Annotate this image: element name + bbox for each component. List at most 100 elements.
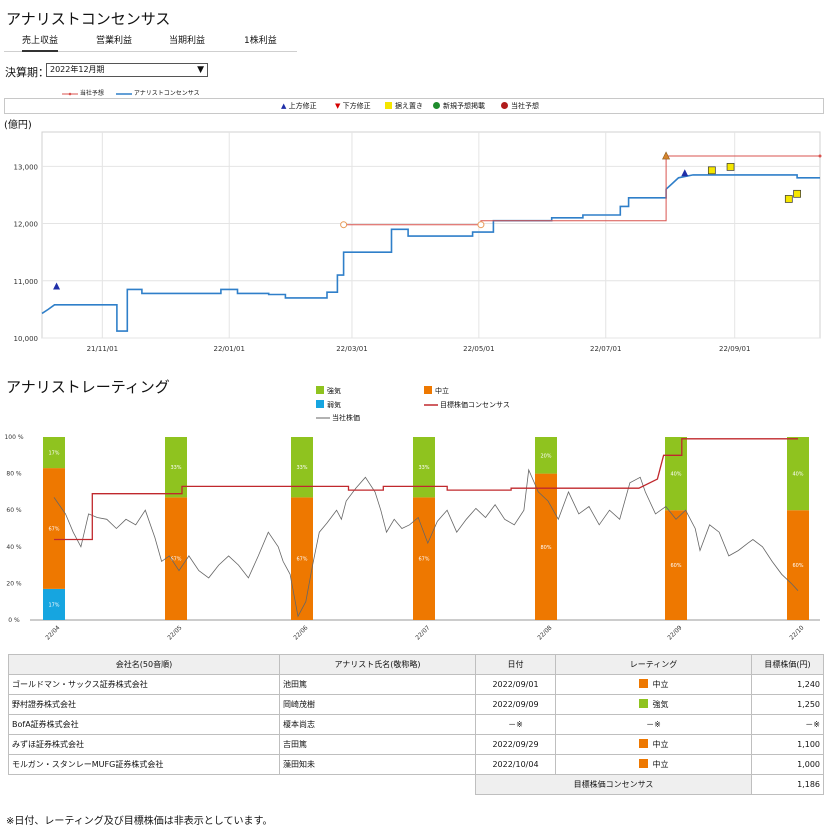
- unchanged-marker: [707, 166, 716, 175]
- analyst-cell: 榎本尚志: [279, 714, 476, 735]
- company-forecast-marker: [340, 221, 348, 229]
- consensus-chart: 21/11/01 22/01/01 22/03/01 22/05/01 22/07/01…: [14, 131, 822, 353]
- col-rating: レーティング: [555, 654, 752, 675]
- rating-swatch-icon: [638, 759, 648, 768]
- neutral-bar-segment: [291, 497, 313, 620]
- consensus-value: 1,186: [751, 774, 824, 795]
- company-cell: BofA証券株式会社: [8, 714, 280, 735]
- fiscal-period-select[interactable]: 2022年12月期 ▼: [46, 63, 208, 77]
- date-cell: 2022/09/29: [475, 734, 556, 755]
- strong-bar-segment: [291, 437, 313, 498]
- company-forecast-marker: [477, 221, 485, 229]
- unchanged-marker: [726, 163, 735, 171]
- table-row: モルガン・スタンレーMUFG証券株式会社 藻田知未 2022/10/04 中立 1,00…: [8, 754, 824, 775]
- x-tick-label: 22/06: [292, 624, 309, 641]
- y-tick-label: 20 %: [6, 580, 22, 587]
- bar-data-label: 33%: [418, 465, 429, 471]
- company-forecast-marker: [662, 151, 671, 160]
- rating-swatch-icon: [638, 739, 648, 748]
- date-cell: －※: [475, 714, 556, 735]
- footnote: ※日付、レーティング及び目標株価は非表示としています。: [6, 816, 273, 827]
- y-tick-label: 11,000: [14, 278, 39, 286]
- bar-data-label: 67%: [418, 557, 429, 563]
- tab-eps[interactable]: 1株利益: [244, 36, 277, 46]
- x-tick-label: 22/09/01: [719, 345, 750, 353]
- table-row: ゴールドマン・サックス証券株式会社 池田篤 2022/09/01 中立 1,240: [8, 674, 824, 695]
- x-tick-label: 22/09: [666, 624, 683, 641]
- y-tick-label: 0 %: [8, 617, 20, 624]
- upward-revision-marker: [681, 169, 689, 177]
- date-cell: 2022/10/04: [475, 754, 556, 775]
- rating-cell: 強気: [555, 694, 752, 715]
- bar-data-label: 60%: [792, 563, 803, 569]
- legend-neutral: 中立: [424, 386, 449, 396]
- tab-operating-profit[interactable]: 営業利益: [96, 36, 133, 46]
- y-tick-label: 80 %: [6, 471, 22, 478]
- y-axis-unit: (億円): [4, 120, 32, 131]
- target-price-consensus-line: [54, 438, 798, 541]
- target-price-cell: 1,000: [751, 754, 824, 775]
- rating-chart: 0 % 20 % 40 % 60 % 80 % 100 % 17% 67% 17% 22/04 67…: [4, 434, 820, 642]
- unchanged-marker: [793, 189, 801, 198]
- legend-target-consensus: 目標株価コンセンサス: [424, 400, 510, 410]
- bar-data-label: 17%: [48, 451, 59, 457]
- company-cell: ゴールドマン・サックス証券株式会社: [8, 674, 280, 695]
- date-cell: 2022/09/09: [475, 694, 556, 715]
- analyst-cell: 吉田篤: [279, 734, 476, 755]
- y-tick-label: 10,000: [14, 335, 39, 343]
- tab-net-profit[interactable]: 当期利益: [169, 36, 206, 46]
- triangle-down-icon: ▼: [335, 102, 341, 110]
- bar-data-label: 67%: [48, 527, 59, 533]
- fiscal-period-label: 決算期：: [5, 66, 49, 79]
- forecast-end-point: [818, 154, 822, 158]
- neutral-bar-segment: [43, 468, 65, 589]
- weak-bar-segment: [43, 588, 65, 620]
- bar-data-label: 67%: [296, 557, 307, 563]
- x-tick-label: 22/03/01: [336, 345, 367, 353]
- rating-cell: 中立: [555, 674, 752, 695]
- analyst-table: 会社名(50音順) アナリスト氏名(敬称略) 日付 レーティング 目標株価(円)…: [8, 654, 824, 795]
- table-row: BofA証券株式会社 榎本尚志 －※ －※ －※: [8, 714, 824, 735]
- x-tick-label: 22/04: [44, 624, 61, 641]
- fiscal-period-value: 2022年12月期: [50, 65, 105, 74]
- stock-price-line: [53, 468, 799, 618]
- marker-legend: ▲ 上方修正 ▼ 下方修正 据え置き 新規予想掲載 当社予想: [4, 98, 824, 114]
- strong-bar-segment: [43, 437, 65, 469]
- page-title: アナリストコンセンサス: [6, 10, 171, 28]
- x-tick-label: 22/08: [536, 624, 553, 641]
- rating-text: 中立: [652, 760, 669, 769]
- x-tick-label: 21/11/01: [87, 345, 118, 353]
- rating-text: －※: [646, 720, 661, 729]
- y-tick-label: 12,000: [14, 221, 39, 229]
- legend-unchanged: 据え置き: [385, 101, 423, 111]
- col-company: 会社名(50音順): [8, 654, 280, 675]
- y-tick-label: 60 %: [6, 507, 22, 514]
- bar-data-label: 67%: [170, 557, 181, 563]
- triangle-up-icon: ▲: [281, 102, 287, 110]
- neutral-bar-segment: [535, 473, 557, 620]
- rating-text: 中立: [652, 680, 669, 689]
- bar-data-label: 33%: [170, 465, 181, 471]
- bar-data-label: 40%: [670, 472, 681, 478]
- price-line-icon: [316, 417, 330, 419]
- x-tick-label: 22/05/01: [463, 345, 494, 353]
- chevron-down-icon: ▼: [197, 65, 204, 75]
- y-tick-label: 13,000: [14, 163, 39, 171]
- metric-tabs: 売上収益 営業利益 当期利益 1株利益: [4, 34, 297, 52]
- strong-swatch-icon: [316, 386, 324, 394]
- tab-revenue[interactable]: 売上収益: [22, 35, 59, 52]
- x-tick-label: 22/07: [414, 624, 431, 641]
- analyst-cell: 岡崎茂樹: [279, 694, 476, 715]
- forecast-series-line: [343, 155, 820, 226]
- bar-data-label: 17%: [48, 602, 59, 608]
- strong-bar-segment: [787, 437, 809, 511]
- legend-company-forecast-marker: 当社予想: [501, 101, 539, 111]
- rating-text: 中立: [652, 740, 669, 749]
- neutral-bar-segment: [787, 510, 809, 620]
- bar-data-label: 60%: [670, 563, 681, 569]
- bar-data-label: 80%: [540, 545, 551, 551]
- table-row: 野村證券株式会社 岡崎茂樹 2022/09/09 強気 1,250: [8, 694, 824, 715]
- strong-bar-segment: [535, 437, 557, 474]
- upward-revision-marker: [53, 282, 61, 290]
- neutral-bar-segment: [665, 510, 687, 620]
